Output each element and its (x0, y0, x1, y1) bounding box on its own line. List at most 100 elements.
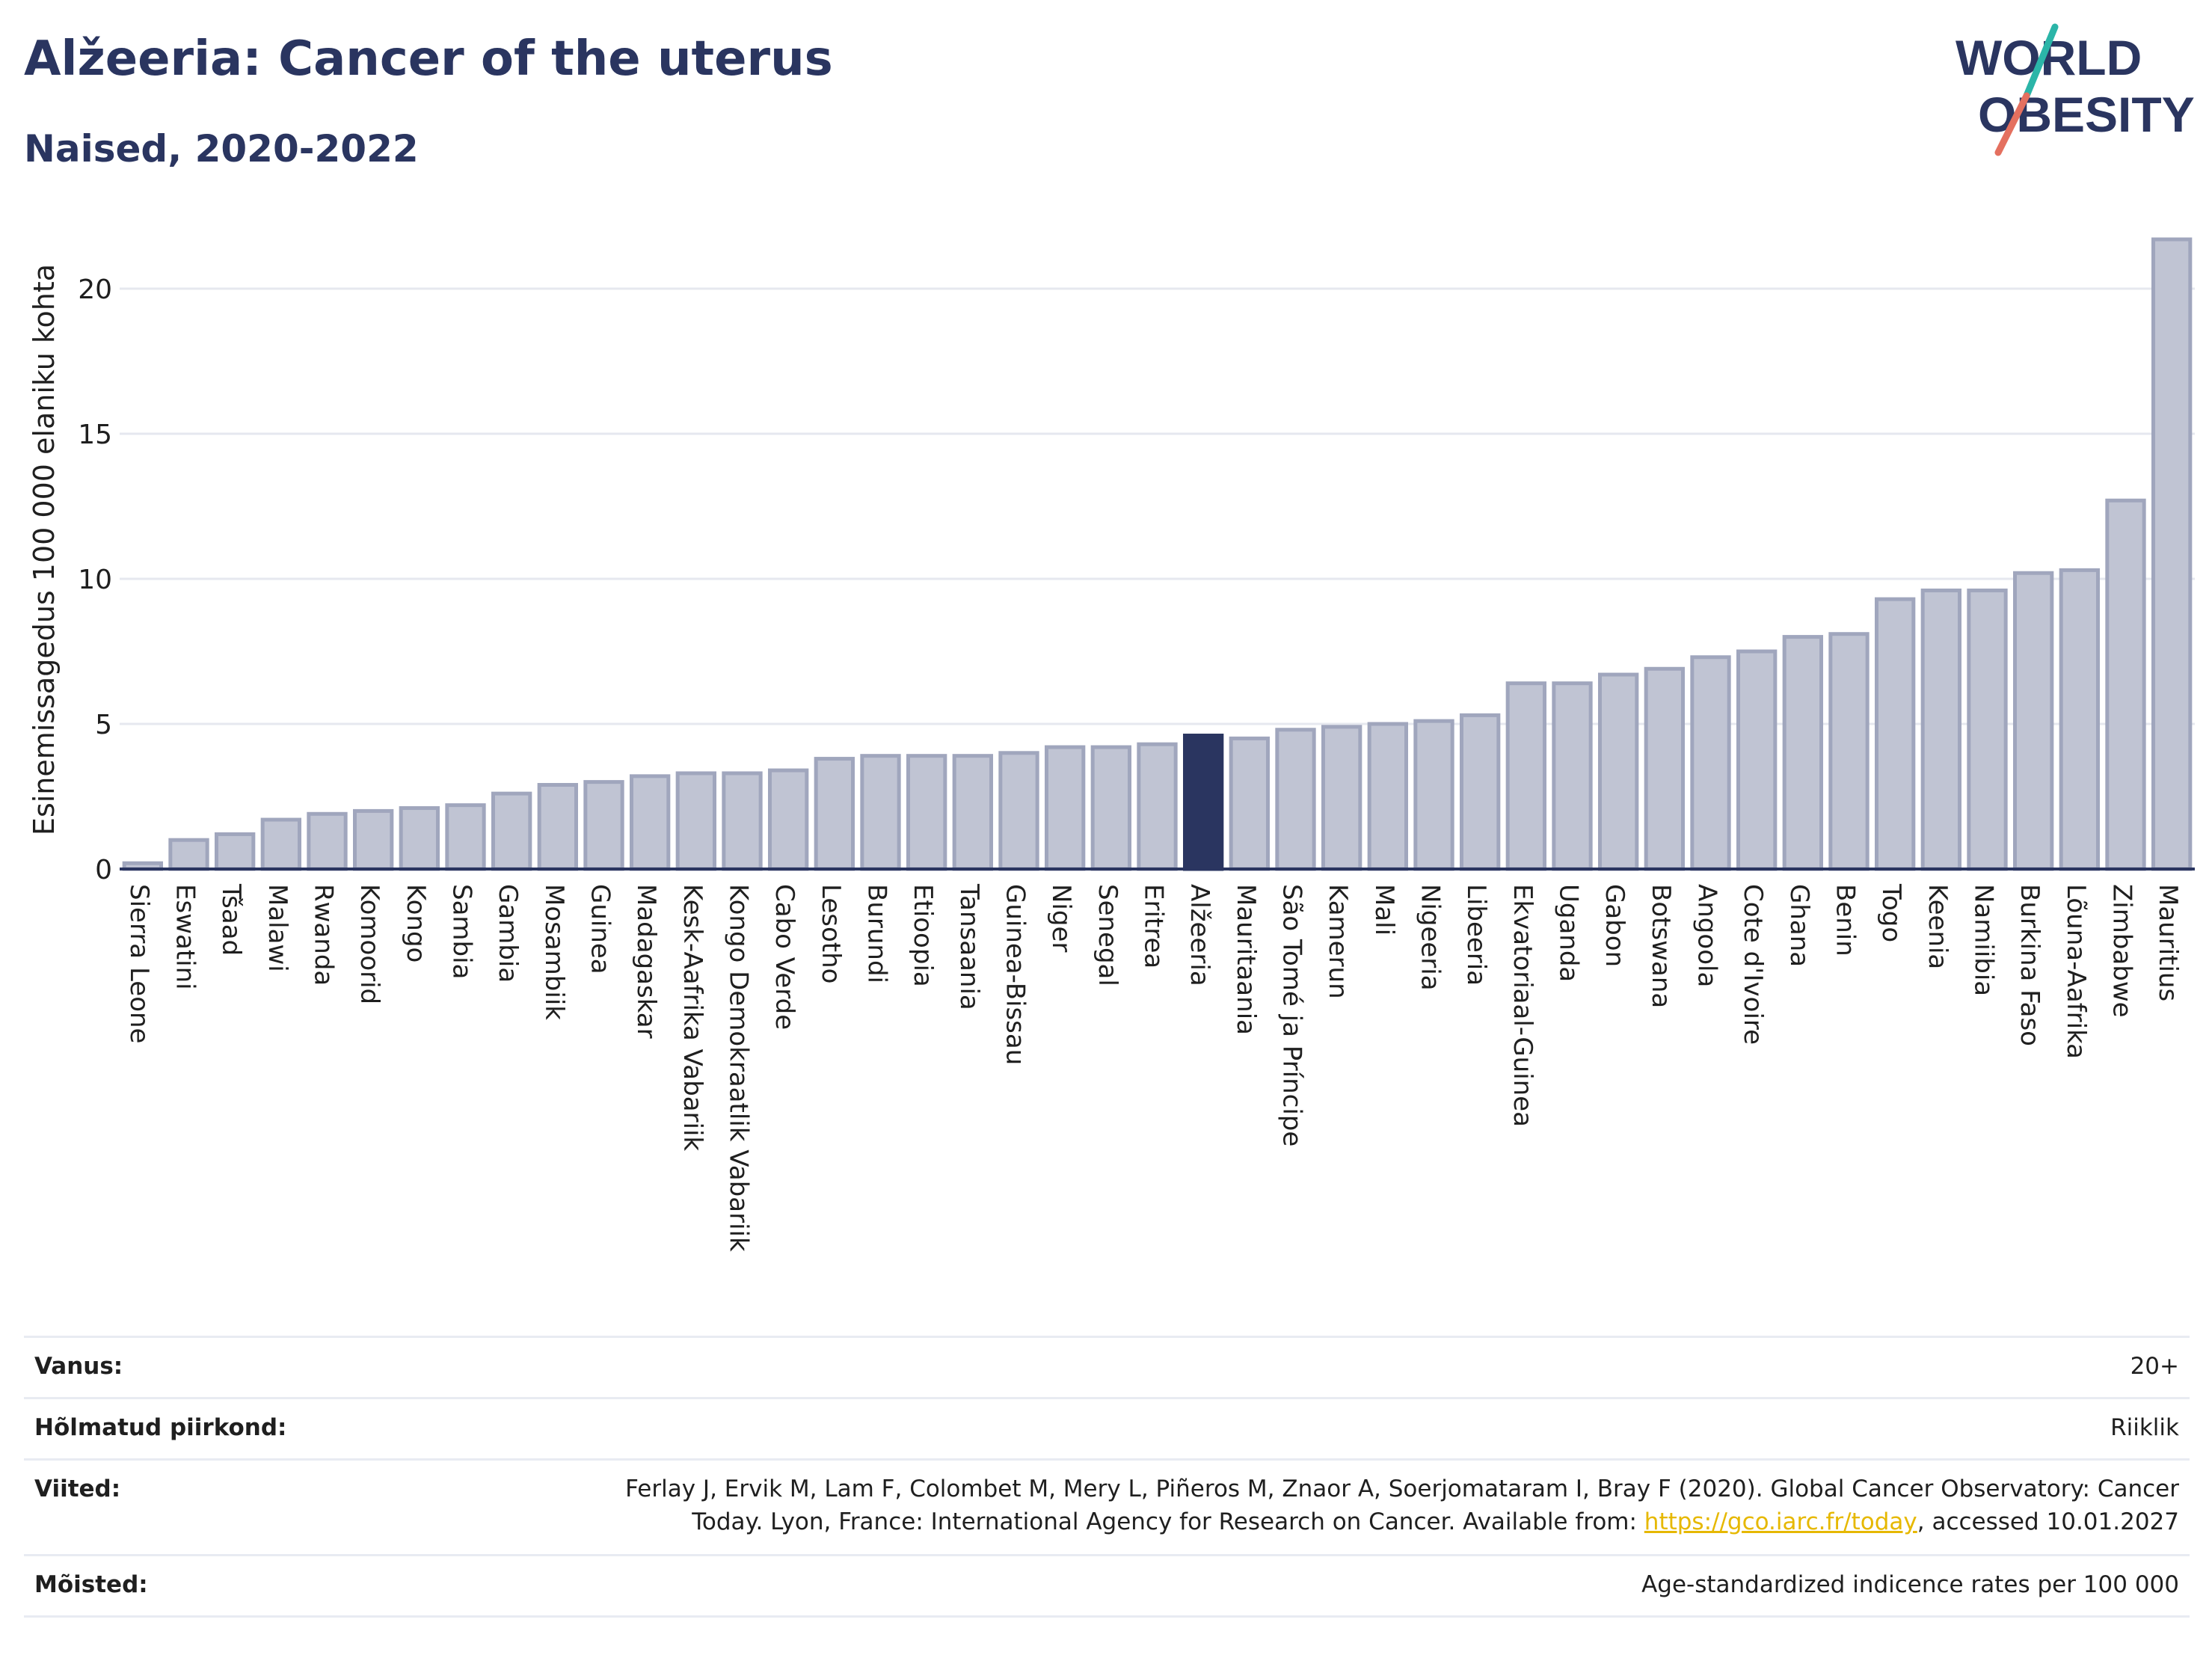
bar (1229, 736, 1270, 871)
bar (1552, 681, 1593, 871)
chart-title: Alžeeria: Cancer of the uterus (24, 31, 833, 87)
x-tick-label: Mauritius (2153, 884, 2183, 1001)
bar (353, 808, 394, 871)
bar (1736, 649, 1778, 871)
meta-region-row: Hõlmatud piirkond: Riiklik (24, 1397, 2190, 1459)
x-tick-label: Libeeria (1461, 884, 1491, 986)
bar (630, 774, 671, 871)
meta-refs-row: Viited: Ferlay J, Ervik M, Lam F, Colomb… (24, 1458, 2190, 1555)
bar (722, 771, 763, 871)
bar (260, 817, 301, 871)
meta-bottom-divider (24, 1615, 2190, 1618)
bar (1045, 745, 1086, 871)
bar (1137, 742, 1178, 871)
x-tick-label: Madagaskar (631, 884, 661, 1039)
x-tick-label: Togo (1876, 883, 1906, 942)
bars (122, 237, 2193, 871)
x-tick-label: Mali (1369, 884, 1399, 936)
x-tick-label: Etioopia (908, 884, 938, 987)
bar (1598, 672, 1639, 871)
refs-link[interactable]: https://gco.iarc.fr/today (1644, 1508, 1917, 1535)
bar (1505, 681, 1546, 871)
bar (2151, 237, 2193, 871)
bar (906, 754, 947, 871)
bar (1413, 719, 1454, 871)
x-tick-label: Ghana (1784, 884, 1814, 967)
bar (768, 768, 809, 871)
x-tick-label: Burkina Faso (2015, 884, 2044, 1046)
bar (2013, 571, 2054, 871)
x-tick-label: Lõuna-Aafrika (2061, 884, 2091, 1059)
bar (1782, 635, 1824, 871)
y-axis-label: Esinemissagedus 100 000 elaniku kohta (28, 264, 61, 835)
bar (1920, 589, 1962, 871)
refs-text: Ferlay J, Ervik M, Lam F, Colombet M, Me… (625, 1473, 2179, 1538)
x-tick-label: Ekvatoriaal-Guinea (1508, 884, 1537, 1127)
y-tick-label: 15 (78, 420, 112, 450)
bar (1321, 725, 1362, 871)
x-tick-label: Eritrea (1139, 884, 1169, 968)
meta-age-row: Vanus: 20+ (24, 1336, 2190, 1398)
age-label: Vanus: (34, 1353, 123, 1380)
bar (215, 832, 256, 871)
x-tick-label: Nigeeria (1416, 884, 1446, 991)
x-tick-label: Rwanda (309, 884, 339, 986)
x-tick-label: Eswatini (170, 884, 200, 990)
bar (307, 811, 348, 871)
region-label: Hõlmatud piirkond: (34, 1414, 287, 1441)
meta-defs-row: Mõisted: Age-standardized indicence rate… (24, 1554, 2190, 1616)
x-tick-label: Lesotho (816, 884, 846, 983)
bar (1644, 666, 1686, 871)
defs-label: Mõisted: (34, 1571, 148, 1598)
x-tick-label: Niger (1046, 884, 1076, 952)
chart-subtitle: Naised, 2020-2022 (24, 127, 419, 171)
age-value: 20+ (2130, 1353, 2179, 1380)
logo-slash-red (1994, 92, 2030, 156)
refs-label: Viited: (34, 1476, 121, 1502)
x-tick-label: Alžeeria (1185, 884, 1214, 986)
logo-slash-teal (2023, 23, 2059, 99)
x-tick-label: Sierra Leone (124, 884, 154, 1043)
x-tick-label: Mosambiik (539, 884, 569, 1020)
x-tick-label: Guinea (586, 884, 615, 974)
x-tick-label: Guinea-Bissau (1001, 884, 1030, 1065)
bar (1690, 655, 1731, 871)
x-tick-label: São Tomé ja Príncipe (1277, 884, 1307, 1146)
y-tick-label: 10 (78, 565, 112, 595)
y-tick-label: 20 (78, 274, 112, 305)
bar (491, 791, 532, 871)
world-obesity-logo: WORLD OBESITY (1956, 23, 2195, 156)
x-tick-label: Gambia (493, 884, 523, 983)
x-tick-label: Malawi (262, 884, 292, 972)
bar (675, 771, 717, 871)
bar (1875, 597, 1916, 871)
axes: 0 5 10 15 20 Sierra Leone Eswatini Tšaad Malawi R… (78, 274, 2195, 1252)
bar (537, 782, 579, 871)
bar (1367, 722, 1408, 871)
x-tick-label: Kongo (401, 884, 431, 962)
refs-line1: Ferlay J, Ervik M, Lam F, Colombet M, Me… (625, 1476, 2179, 1502)
x-tick-label: Keenia (1923, 884, 1953, 969)
x-tick-label: Benin (1831, 884, 1861, 957)
x-tick-label: Botswana (1646, 884, 1676, 1008)
bar (952, 754, 993, 871)
bar-chart: 0 5 10 15 20 Sierra Leone Eswatini Tšaad Malawi R… (28, 237, 2195, 1252)
region-value: Riiklik (2110, 1414, 2179, 1441)
bar (445, 803, 486, 871)
bar (1275, 728, 1316, 871)
refs-line2-post: , accessed 10.01.2027 (1917, 1508, 2179, 1535)
bar (1828, 632, 1870, 871)
x-tick-label: Komoorid (354, 884, 384, 1004)
defs-value: Age-standardized indicence rates per 100… (1641, 1571, 2179, 1598)
bar (814, 757, 855, 871)
x-tick-label: Kongo Demokraatlik Vabariik (724, 884, 754, 1252)
bar (998, 751, 1039, 871)
x-tick-label: Mauritaania (1231, 884, 1261, 1035)
bar (399, 806, 440, 871)
x-tick-label: Tansaania (954, 883, 984, 1010)
bar (860, 754, 901, 871)
x-tick-label: Burundi (862, 884, 892, 983)
x-tick-label: Senegal (1093, 884, 1122, 986)
x-tick-label: Namiibia (1969, 884, 1999, 996)
x-tick-label: Angoola (1692, 884, 1722, 987)
